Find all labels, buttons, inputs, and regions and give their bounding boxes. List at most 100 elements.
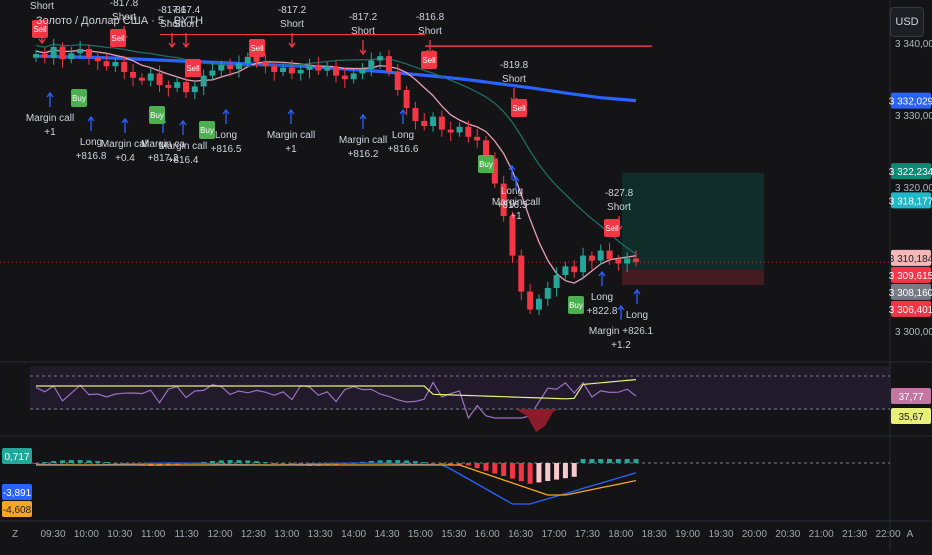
price-badge-label: 3 306,401	[889, 305, 932, 316]
candle-body	[438, 116, 445, 130]
candles	[33, 38, 639, 316]
macd-histogram-bar	[165, 463, 171, 466]
time-tick-label: 14:30	[374, 529, 399, 540]
long-label-side: Long	[501, 186, 523, 197]
macd-badge-label: -4,608	[3, 505, 32, 516]
long-label-side: Margin call	[339, 135, 387, 146]
rsi-pane[interactable]: 37,77 35,67	[30, 366, 931, 432]
time-tick-label: 15:00	[408, 529, 433, 540]
long-arrow-icon	[46, 91, 54, 107]
macd-histogram-bar	[386, 460, 392, 463]
price-badge	[891, 266, 931, 283]
long-arrow-icon	[87, 115, 95, 131]
short-label-value: -817.2	[278, 5, 307, 16]
long-label-side: Margin call	[267, 130, 315, 141]
candle-body	[280, 67, 287, 72]
buy-tag-label: Buy	[479, 160, 493, 169]
macd-histogram-bar	[271, 463, 277, 464]
candle-body	[94, 57, 101, 62]
time-axis[interactable]: 09:30 10:00 10:30 11:00 11:30 12:00 12:30 13:00…	[12, 529, 914, 540]
symbol-title[interactable]: Золото / Доллар США · 5 · PYTH	[36, 15, 204, 27]
short-label-side: Short	[174, 19, 198, 30]
candle-body	[527, 291, 534, 310]
time-tick-label: 17:00	[541, 529, 566, 540]
time-tick-label: 19:00	[675, 529, 700, 540]
long-label-value: +1	[44, 127, 56, 138]
candle-body	[288, 67, 295, 74]
time-tick-label: 13:30	[308, 529, 333, 540]
time-tick-label: 19:30	[708, 529, 733, 540]
time-tick-label: 10:00	[74, 529, 99, 540]
time-tick-label: 18:00	[608, 529, 633, 540]
macd-pane[interactable]: 0,717 -3,891 -4,608	[2, 448, 890, 517]
candle-body	[156, 73, 163, 85]
rsi-badge-label: 37,77	[898, 392, 923, 403]
candle-body	[624, 258, 631, 264]
macd-histogram-bar	[245, 460, 251, 463]
candle-body	[103, 61, 110, 67]
sell-tag	[421, 51, 437, 69]
time-tick-label: 11:00	[141, 529, 166, 540]
macd-histogram-bar	[324, 463, 330, 466]
currency-button[interactable]: USD	[890, 7, 924, 37]
candle-body	[235, 63, 242, 70]
macd-histogram-bar	[554, 463, 560, 480]
macd-histogram-bar	[59, 460, 65, 463]
long-label-side: Long	[392, 130, 414, 141]
time-tick-label: 15:30	[441, 529, 466, 540]
price-tick-label: 3 330,000	[895, 111, 932, 122]
candle-body	[430, 116, 437, 126]
rsi-badge	[891, 408, 931, 424]
long-label-value: +0.4	[115, 153, 135, 164]
time-tick-label: 12:30	[241, 529, 266, 540]
macd-histogram-bar	[227, 460, 233, 463]
stop-loss-zone	[622, 270, 764, 286]
macd-histogram-bar	[465, 463, 471, 466]
candle-body	[580, 255, 587, 273]
time-tick-label: 16:30	[508, 529, 533, 540]
long-arrow-icon	[359, 113, 367, 129]
rsi-badge	[891, 388, 931, 404]
macd-histogram-bar	[439, 463, 445, 465]
time-tick-label: 12:00	[207, 529, 232, 540]
candle-body	[271, 66, 278, 72]
buy-tag	[149, 106, 165, 124]
candle-body	[130, 72, 137, 78]
candle-body	[562, 266, 569, 276]
long-label-side: Margin call	[492, 197, 540, 208]
time-tick-label: 20:00	[742, 529, 767, 540]
candle-body	[368, 60, 375, 70]
price-badge	[891, 192, 931, 209]
sell-tag-label: Sell	[512, 104, 526, 113]
rsi-signal-line	[36, 379, 637, 400]
macd-histogram-bar	[615, 459, 621, 463]
long-label-side: Long	[591, 292, 613, 303]
price-tick-label: 3 300,000	[895, 327, 932, 338]
price-axis[interactable]: 3 340,0003 330,0003 320,0003 310,0003 30…	[889, 39, 932, 338]
sell-tag-label: Sell	[422, 56, 436, 65]
macd-histogram-bar	[474, 463, 480, 469]
candle-body	[297, 69, 304, 74]
long-label-side: Margin ca	[141, 139, 185, 150]
candle-body	[483, 140, 489, 159]
buy-tag	[478, 155, 494, 173]
candle-body	[456, 126, 463, 133]
macd-histogram-bar	[77, 460, 83, 463]
candle-body	[588, 255, 595, 261]
candle-body	[633, 258, 639, 263]
candle-body	[85, 48, 92, 58]
macd-histogram-bar	[254, 461, 260, 463]
candle-body	[174, 82, 181, 88]
candle-body	[474, 136, 481, 141]
long-label-value: +816.5	[211, 144, 242, 155]
macd-histogram-bar	[448, 463, 454, 466]
candle-body	[183, 82, 189, 93]
time-tick-label: 10:30	[107, 529, 132, 540]
candle-body	[324, 66, 331, 71]
buy-tag	[568, 296, 584, 314]
long-arrow-icon	[222, 108, 230, 124]
long-label-side: Long	[626, 310, 648, 321]
candle-body	[341, 75, 348, 80]
